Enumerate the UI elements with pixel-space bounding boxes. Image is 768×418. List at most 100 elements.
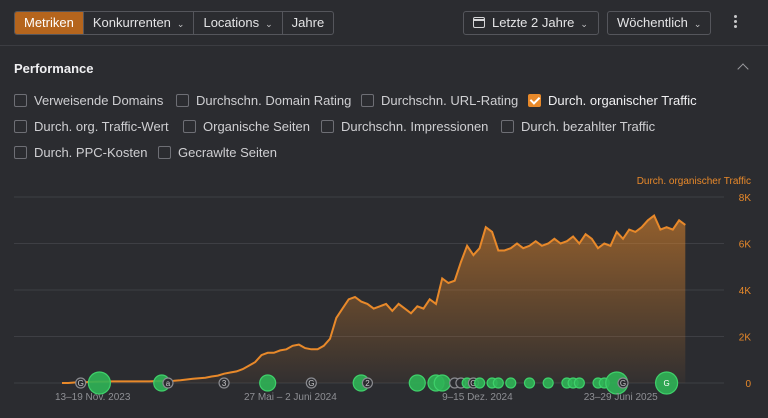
annotation-marker [523, 377, 536, 389]
annotation-marker [573, 377, 585, 389]
annotation-marker: 3 [218, 377, 230, 389]
metric-checkbox[interactable]: Durch. org. Traffic-Wert [14, 119, 169, 135]
section-title: Performance [14, 61, 94, 76]
metric-checkbox[interactable]: Durchschn. Domain Rating [176, 93, 351, 109]
marker-circle [505, 377, 517, 389]
tab-konkurrenten[interactable]: Konkurrenten ⌄ [82, 12, 194, 34]
y-tick-label: 4K [739, 286, 752, 297]
marker-circle [162, 377, 174, 389]
y-tick-label: 2K [739, 333, 752, 344]
marker-label: G [620, 379, 626, 388]
marker-label: G [470, 379, 476, 388]
chevron-down-icon: ⌄ [693, 19, 702, 29]
checkbox-icon [14, 94, 27, 107]
tab-jahre[interactable]: Jahre [281, 12, 334, 34]
marker-circle [655, 371, 679, 395]
annotation-marker [259, 374, 277, 392]
marker-circle [361, 377, 374, 389]
metric-checkbox[interactable]: Durchschn. URL-Rating [361, 93, 518, 109]
x-tick-label: 23–29 Juni 2025 [584, 392, 658, 403]
checkbox-label: Durch. PPC-Kosten [34, 145, 148, 160]
checkbox-label: Durch. bezahlter Traffic [521, 119, 656, 134]
marker-circle [474, 377, 486, 389]
annotation-marker [505, 377, 517, 389]
interval-label: Wöchentlich [617, 15, 688, 30]
annotation-marker [433, 374, 451, 392]
checkbox-label: Durch. org. Traffic-Wert [34, 119, 169, 134]
annotation-marker [408, 374, 426, 392]
checkbox-label: Organische Seiten [203, 119, 310, 134]
y-tick-label: 8K [739, 193, 752, 204]
marker-circle [218, 377, 230, 389]
checkbox-icon [183, 120, 196, 133]
chevron-down-icon: ⌄ [176, 19, 185, 29]
annotation-marker: G [305, 377, 317, 389]
checkbox-icon [176, 94, 189, 107]
checkbox-label: Verweisende Domains [34, 93, 164, 108]
annotation-marker [542, 377, 554, 389]
marker-circle [617, 377, 629, 389]
y-tick-label: 0 [745, 379, 751, 390]
metric-checkbox-checked[interactable]: Durch. organischer Traffic [528, 93, 697, 109]
marker-circle [87, 371, 111, 395]
period-select[interactable]: Letzte 2 Jahre ⌄ [463, 11, 599, 35]
marker-circle [542, 377, 554, 389]
checkbox-label: Durchschn. Impressionen [341, 119, 489, 134]
chevron-down-icon: ⌄ [265, 19, 273, 29]
calendar-icon [473, 17, 485, 28]
checkbox-icon [14, 146, 27, 159]
annotation-marker: G [75, 377, 87, 389]
traffic-area [62, 215, 686, 383]
annotation-marker: 2 [361, 377, 374, 389]
metric-checkbox[interactable]: Durch. bezahlter Traffic [501, 119, 655, 135]
marker-label: 3 [222, 379, 227, 388]
checkbox-label: Durch. organischer Traffic [548, 93, 697, 108]
tab-label: Konkurrenten [92, 15, 171, 30]
interval-select[interactable]: Wöchentlich ⌄ [607, 11, 711, 35]
chevron-down-icon: ⌄ [580, 19, 588, 29]
metric-checkbox[interactable]: Verweisende Domains [14, 93, 163, 109]
annotation-marker [87, 371, 111, 395]
marker-label: a [166, 379, 171, 388]
y-tick-label: 6K [739, 240, 752, 251]
marker-circle [523, 377, 536, 389]
annotation-marker [492, 377, 504, 389]
marker-circle [433, 374, 451, 392]
x-tick-label: 27 Mai – 2 Juni 2024 [244, 392, 337, 403]
tab-label: Metriken [24, 15, 74, 30]
tab-label: Locations [203, 15, 260, 30]
marker-label: G [663, 379, 669, 388]
checkbox-icon [501, 120, 514, 133]
marker-label: G [308, 379, 314, 388]
checkbox-icon [361, 94, 374, 107]
kebab-menu-icon[interactable] [728, 13, 742, 33]
annotation-marker: G [617, 377, 629, 389]
period-label: Letzte 2 Jahre [492, 15, 575, 30]
checkbox-icon [321, 120, 334, 133]
metric-checkbox[interactable]: Durch. PPC-Kosten [14, 145, 147, 161]
marker-circle [492, 377, 504, 389]
y-axis-labels: 0 2K 4K 6K 8K [739, 193, 752, 390]
checkbox-icon [14, 120, 27, 133]
x-tick-label: 9–15 Dez. 2024 [442, 392, 513, 403]
tab-label: Jahre [291, 15, 325, 30]
metric-checkbox[interactable]: Gecrawlte Seiten [158, 145, 277, 161]
chevron-up-icon[interactable] [736, 60, 750, 74]
tab-metriken[interactable]: Metriken [15, 12, 83, 34]
marker-circle [75, 377, 87, 389]
metric-checkbox[interactable]: Organische Seiten [183, 119, 310, 135]
checkbox-checked-icon [528, 94, 541, 107]
checkbox-icon [158, 146, 171, 159]
checkbox-label: Gecrawlte Seiten [178, 145, 277, 160]
metric-checkbox[interactable]: Durchschn. Impressionen [321, 119, 488, 135]
marker-circle [408, 374, 426, 392]
marker-label: 2 [365, 379, 370, 388]
annotation-marker: G [655, 371, 679, 395]
view-tabs: Metriken Konkurrenten ⌄ Locations ⌄ Jahre [14, 11, 335, 35]
tab-locations[interactable]: Locations ⌄ [193, 12, 281, 34]
x-axis-labels: 13–19 Nov. 2023 27 Mai – 2 Juni 2024 9–15 … [55, 392, 658, 403]
annotation-marker [474, 377, 486, 389]
chart-series-label: Durch. organischer Traffic [636, 176, 751, 187]
